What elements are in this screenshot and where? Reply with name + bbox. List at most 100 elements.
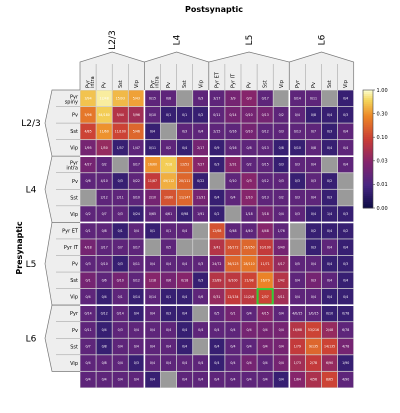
cell-count-label: 0/1 [85, 278, 90, 282]
heatmap-cell [321, 106, 338, 123]
heatmap-cell [289, 189, 305, 206]
cell-count-label: 0/12 [262, 179, 269, 183]
cell-count-label: 0/10 [149, 113, 156, 117]
colorbar-tick-label: 0.10 [377, 135, 388, 141]
heatmap-cell [338, 255, 354, 272]
cell-count-label: 0/7 [102, 212, 107, 216]
cell-count-label: 0/4 [327, 146, 332, 150]
heatmap-cell [80, 140, 96, 156]
heatmap-cell [96, 255, 112, 272]
heatmap-cell [321, 90, 338, 107]
cell-count-label: 0/8 [279, 146, 284, 150]
cell-count-label: 0/16 [229, 146, 236, 150]
heatmap-cell [193, 239, 209, 256]
heatmap-cell [160, 222, 177, 239]
heatmap-cell [128, 222, 144, 239]
cell-count-label: 0/15 [149, 96, 156, 100]
heatmap-cell [193, 123, 209, 140]
heatmap-cell [177, 255, 193, 272]
cell-count-label: 0/3 [311, 245, 316, 249]
cell-count-label: 2/17 [197, 146, 204, 150]
heatmap-cell [80, 272, 96, 289]
cell-count-label: 0/4 [279, 328, 284, 332]
heatmap-cell [209, 222, 225, 239]
heatmap-cell [289, 255, 305, 272]
cell-count-label: 4/61 [165, 212, 172, 216]
cell-count-label: 0/1 [118, 295, 123, 299]
cell-count-label: 0/48 [229, 229, 236, 233]
heatmap-cell [321, 239, 338, 256]
heatmap-cell [96, 338, 112, 355]
cell-count-label: 2/31 [229, 163, 236, 167]
row-cell-label: Pyr IT [64, 245, 79, 251]
heatmap-cell [128, 289, 144, 305]
heatmap-cell [257, 156, 273, 173]
colorbar-segment [363, 198, 373, 201]
heatmap-cell [338, 206, 354, 222]
cell-count-label: 15/93 [116, 96, 125, 100]
heatmap-cell [338, 239, 354, 256]
cell-count-label: 0/11 [278, 295, 285, 299]
heatmap-cell [305, 355, 322, 371]
cell-count-label: 0/2 [102, 163, 107, 167]
heatmap-cell [128, 272, 144, 289]
heatmap-cell [160, 173, 177, 189]
cell-count-label: 11/31 [196, 196, 205, 200]
heatmap-cell [241, 206, 257, 222]
cell-count-label: 11/2/6 [244, 295, 254, 299]
heatmap-cell [289, 239, 305, 256]
cell-count-label: 11/100 [115, 129, 126, 133]
heatmap-cell [177, 106, 193, 123]
heatmap-cell [177, 123, 193, 140]
heatmap-cell [289, 355, 305, 371]
cell-count-label: 0/4 [198, 328, 203, 332]
cell-count-label: 0/4 [150, 361, 155, 365]
heatmap-cell [321, 173, 338, 189]
cell-count-label: 1/50 [101, 146, 108, 150]
heatmap-cell [209, 255, 225, 272]
cell-count-label: 4/85 [84, 129, 91, 133]
heatmap-cell [128, 206, 144, 222]
cell-count-label: 0/4 [182, 295, 187, 299]
cell-count-label: 11/87 [148, 179, 157, 183]
heatmap-cell [257, 322, 273, 338]
row-cell-label: Pyr [70, 94, 79, 100]
cell-count-label: 11/147 [179, 196, 190, 200]
cell-count-label: 53/216 [308, 328, 319, 332]
heatmap-cell [193, 189, 209, 206]
row-group-label: L5 [26, 260, 37, 270]
cell-count-label: 0/4 [102, 295, 107, 299]
heatmap-cell [112, 305, 128, 322]
cell-count-label: 0/4 [343, 278, 348, 282]
colorbar-segment [363, 133, 373, 136]
cell-count-label: 3/17 [101, 245, 108, 249]
cell-count-label: 25/250 [243, 245, 254, 249]
cell-count-label: 0/4 [134, 378, 139, 382]
cell-count-label: 0/3 [295, 212, 300, 216]
cell-count-label: 0/3 [198, 96, 203, 100]
heatmap-cell [241, 90, 257, 107]
cell-count-label: 1/4 [327, 212, 332, 216]
colorbar-segment [363, 149, 373, 152]
heatmap-cell [193, 106, 209, 123]
cell-count-label: 0/3 [279, 163, 284, 167]
cell-count-label: 0/3 [198, 262, 203, 266]
cell-count-label: 4/48 [262, 229, 269, 233]
cell-count-label: 0/4 [102, 328, 107, 332]
cell-count-label: 0/4 [118, 345, 123, 349]
cell-count-label: 0/3 [327, 196, 332, 200]
colorbar-segment [363, 147, 373, 150]
cell-count-label: 0/16 [229, 129, 236, 133]
heatmap-cell [193, 371, 209, 388]
heatmap-cell [338, 305, 354, 322]
heatmap-cell [144, 123, 161, 140]
heatmap-cell [225, 289, 241, 305]
row-cell-label: Pv [72, 328, 78, 334]
cell-count-label: 0/4 [118, 361, 123, 365]
row-headers: L2/3PyrspinyPvSstVipL4PyrintraPvSstVipL5… [21, 89, 80, 372]
row-group-label: L6 [26, 334, 37, 344]
heatmap-cell [289, 140, 305, 156]
cell-count-label: 14/135 [324, 345, 335, 349]
cell-count-label: 0/24 [133, 212, 140, 216]
